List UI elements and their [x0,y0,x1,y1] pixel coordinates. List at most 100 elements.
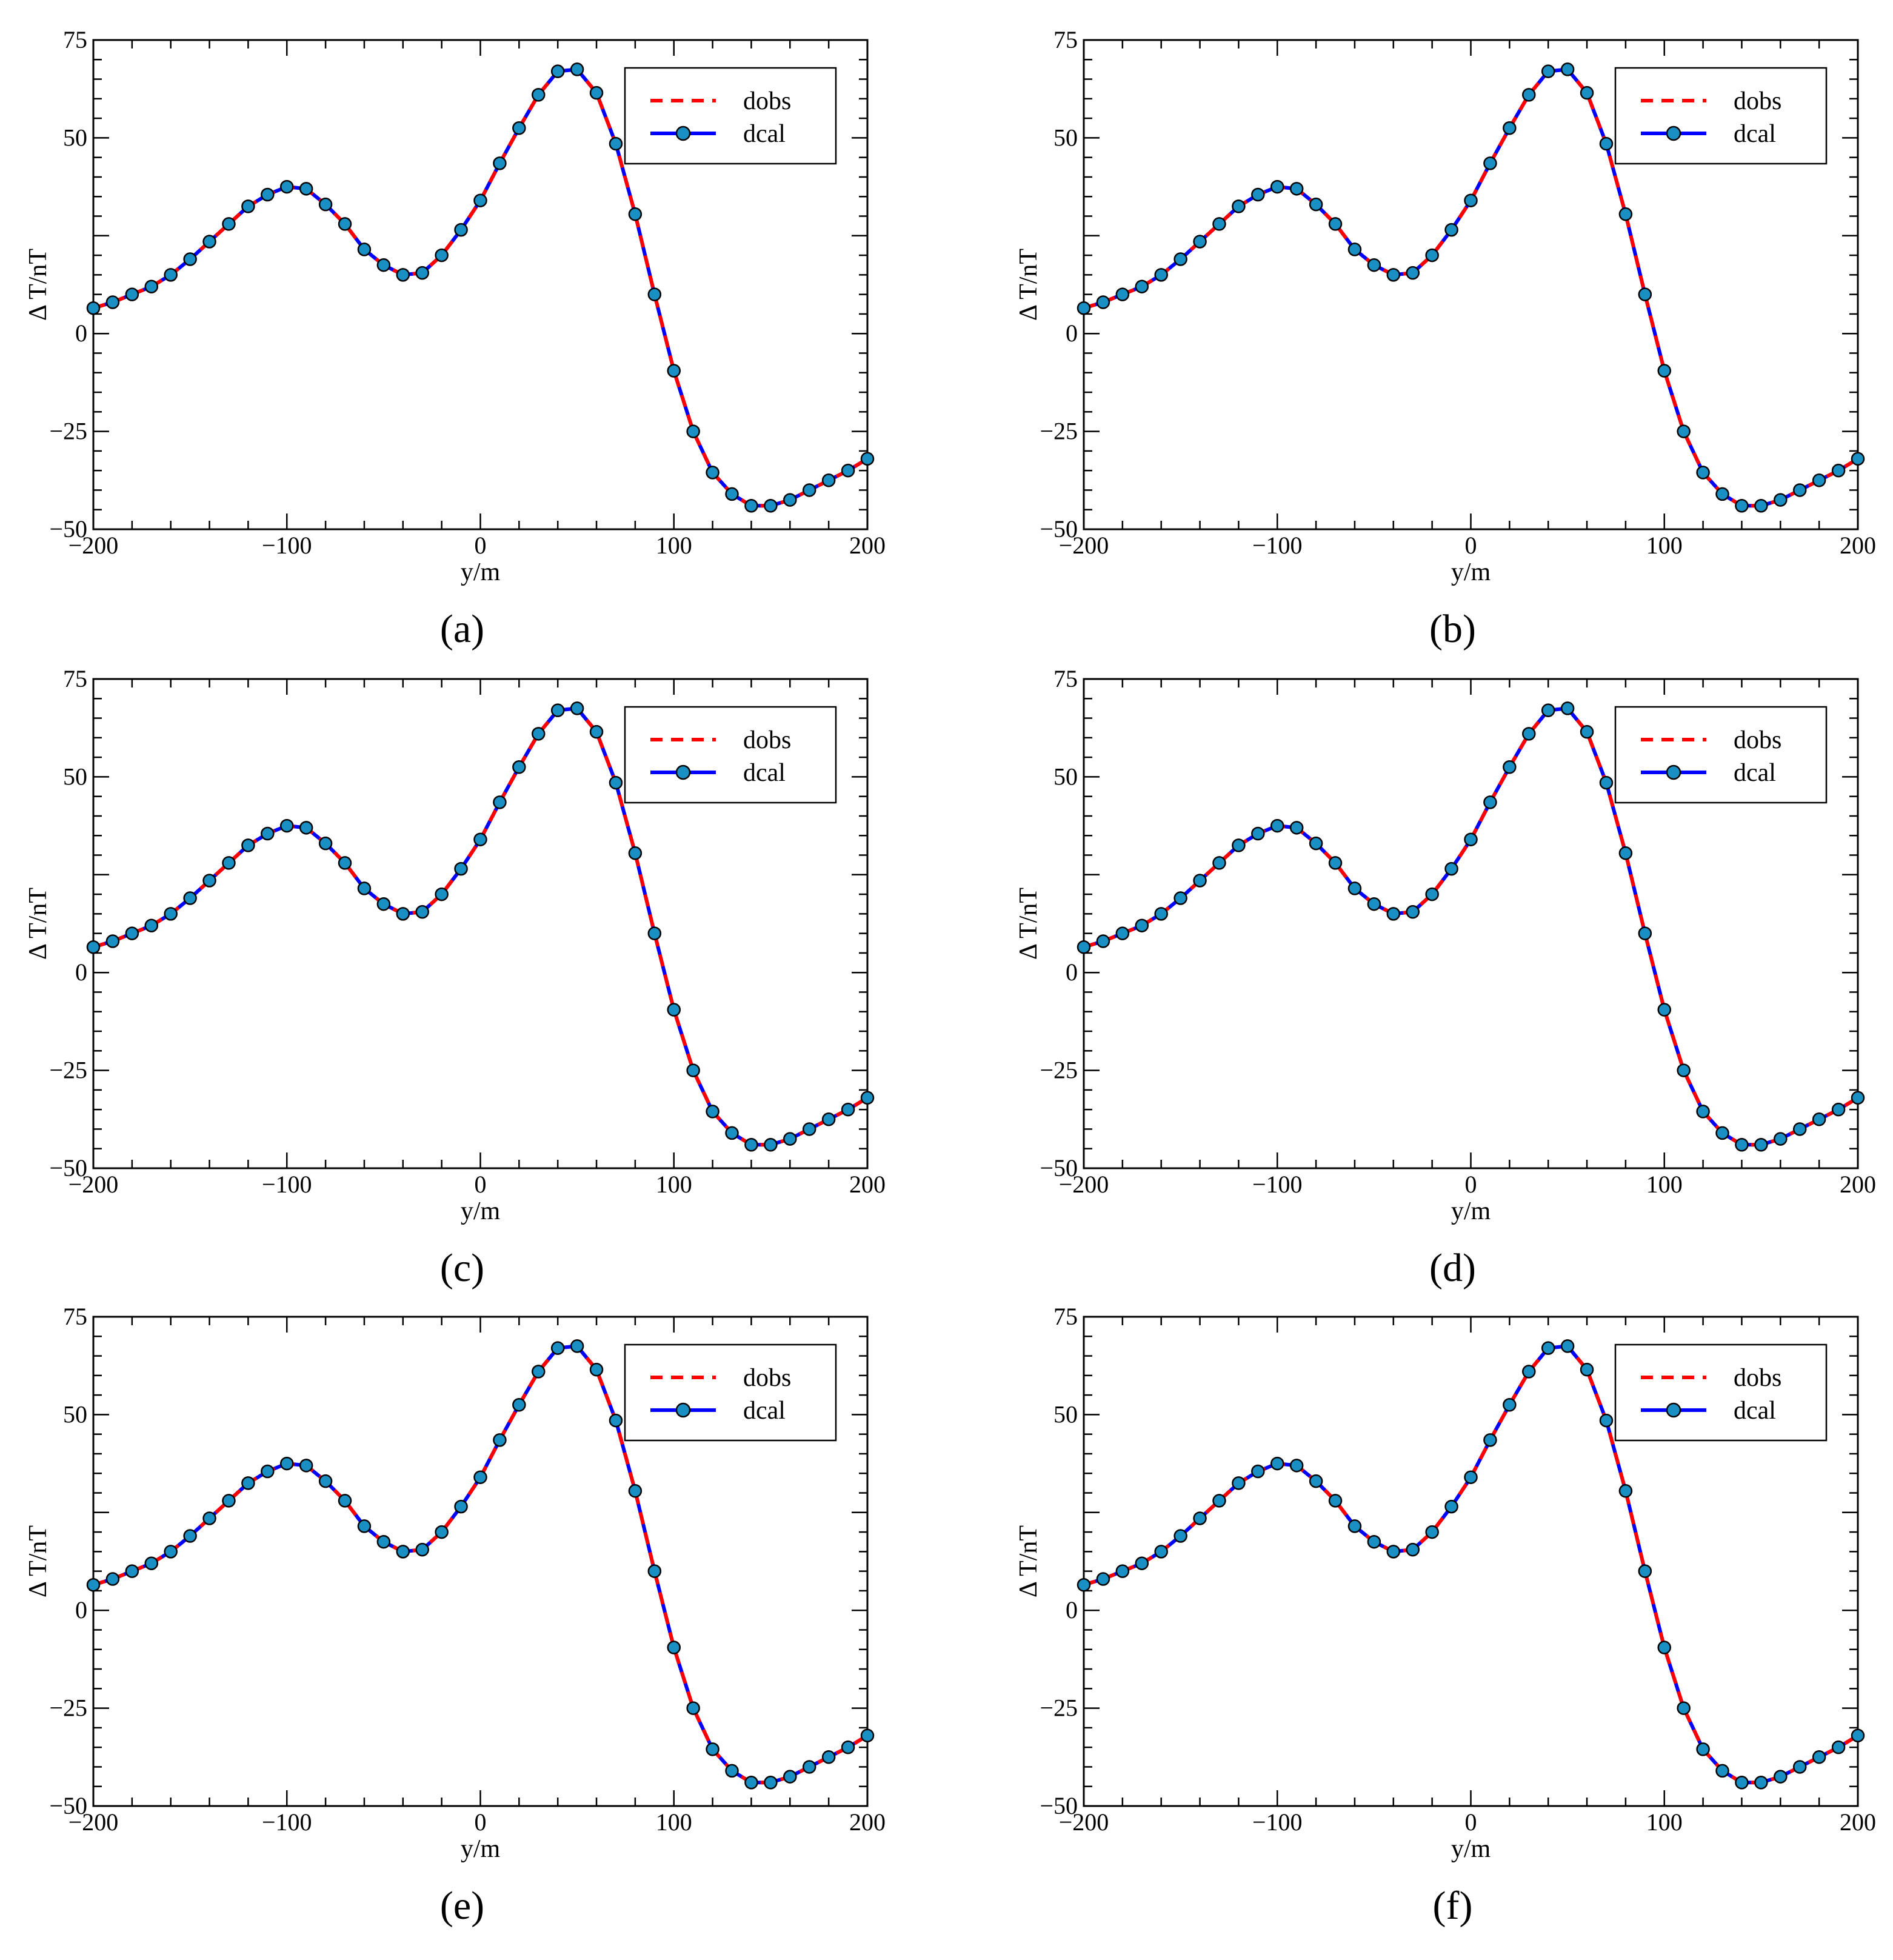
legend-box [1614,67,1828,165]
data-point [1522,88,1536,102]
data-point [1638,926,1652,940]
data-point [1638,1564,1652,1578]
data-point [1406,1542,1420,1557]
y-tick-label: −25 [1040,1694,1078,1722]
x-tick-label: 100 [1646,1171,1683,1198]
data-point [1367,1534,1381,1549]
data-point [338,217,352,231]
data-point [1560,62,1575,76]
y-tick-label: −50 [1040,1792,1078,1819]
data-point [1792,1122,1807,1136]
data-point [589,724,604,739]
data-point [1289,821,1304,835]
legend: dobs dcal [1614,1343,1828,1442]
data-point [473,832,487,846]
data-point [1347,242,1362,256]
data-point [1522,727,1536,741]
x-axis-label: y/m [1451,1197,1491,1225]
data-point [1812,473,1826,487]
data-point [1677,1063,1691,1077]
x-tick-label: 100 [1646,1808,1683,1836]
y-tick-label: −25 [49,1694,87,1722]
y-tick-label: −25 [49,418,87,445]
data-point [396,268,410,282]
data-point [338,856,352,870]
data-point [318,197,333,212]
legend-box [1614,706,1828,804]
data-point [1135,1556,1149,1570]
data-point [1541,64,1555,78]
legend-marker-dcal [1666,125,1681,141]
y-tick-label: −25 [1040,1057,1078,1084]
x-tick-label: 0 [1465,532,1477,559]
data-point [570,62,584,76]
data-point [1115,1564,1130,1578]
data-point [532,727,546,741]
data-point [1270,1456,1284,1471]
data-point [164,907,178,921]
legend-label-dobs: dobs [743,87,791,115]
data-point [415,266,429,280]
y-tick-label: 50 [63,763,87,790]
chart-panel: −200 −100 0 100 200 −50 −25 0 50 75 y/m Δ T/nT (b) do… [1015,26,1876,651]
data-point [1754,1776,1768,1790]
data-point [376,258,391,272]
legend-box [624,67,837,165]
data-point [1232,838,1246,852]
data-point [1792,483,1807,497]
data-point [550,703,565,717]
legend-box [1614,1343,1828,1442]
data-point [1618,207,1633,221]
data-point [357,881,372,895]
data-point [589,85,604,100]
x-tick-label: −200 [68,532,119,559]
data-point [860,452,875,466]
y-tick-label: −50 [49,1792,87,1819]
data-point [241,199,255,213]
data-point [318,1474,333,1488]
data-point [1232,199,1246,213]
data-point [1522,1365,1536,1379]
data-point [1599,775,1614,790]
data-point [396,907,410,921]
data-point [841,463,855,478]
data-point [299,182,313,196]
data-point [1154,1545,1168,1559]
data-point [860,1091,875,1105]
data-point [628,1484,643,1498]
y-tick-label: 0 [75,958,87,986]
data-point [1483,1433,1497,1447]
x-tick-label: 200 [849,1171,886,1198]
data-point [1444,1499,1458,1514]
data-point [1812,1750,1826,1764]
data-point [550,64,565,78]
data-point [1657,1641,1671,1654]
data-point [512,760,526,774]
data-point [725,1126,739,1140]
data-point [1541,703,1555,717]
data-point [222,1494,236,1508]
data-point [241,838,255,852]
legend-marker-dcal [675,1402,691,1418]
data-point [1657,1003,1671,1017]
data-point [105,295,120,309]
data-point [744,1138,758,1152]
data-point [628,207,643,221]
legend-label-dobs: dobs [743,1364,791,1392]
data-point [396,1545,410,1559]
x-axis-label: y/m [1451,1835,1491,1863]
data-point [164,268,178,282]
data-point [821,1750,836,1764]
data-point [1425,248,1439,263]
legend: dobs dcal [624,67,837,165]
data-point [1154,268,1168,282]
data-point [686,1701,700,1715]
data-point [86,1577,101,1592]
y-axis-label: Δ T/nT [1015,249,1043,321]
y-tick-label: 0 [75,1596,87,1624]
data-point [764,1138,778,1152]
legend-label-dobs: dobs [743,726,791,754]
x-tick-label: −200 [1059,1171,1109,1198]
data-point [1599,1413,1614,1428]
data-point [706,1742,719,1756]
